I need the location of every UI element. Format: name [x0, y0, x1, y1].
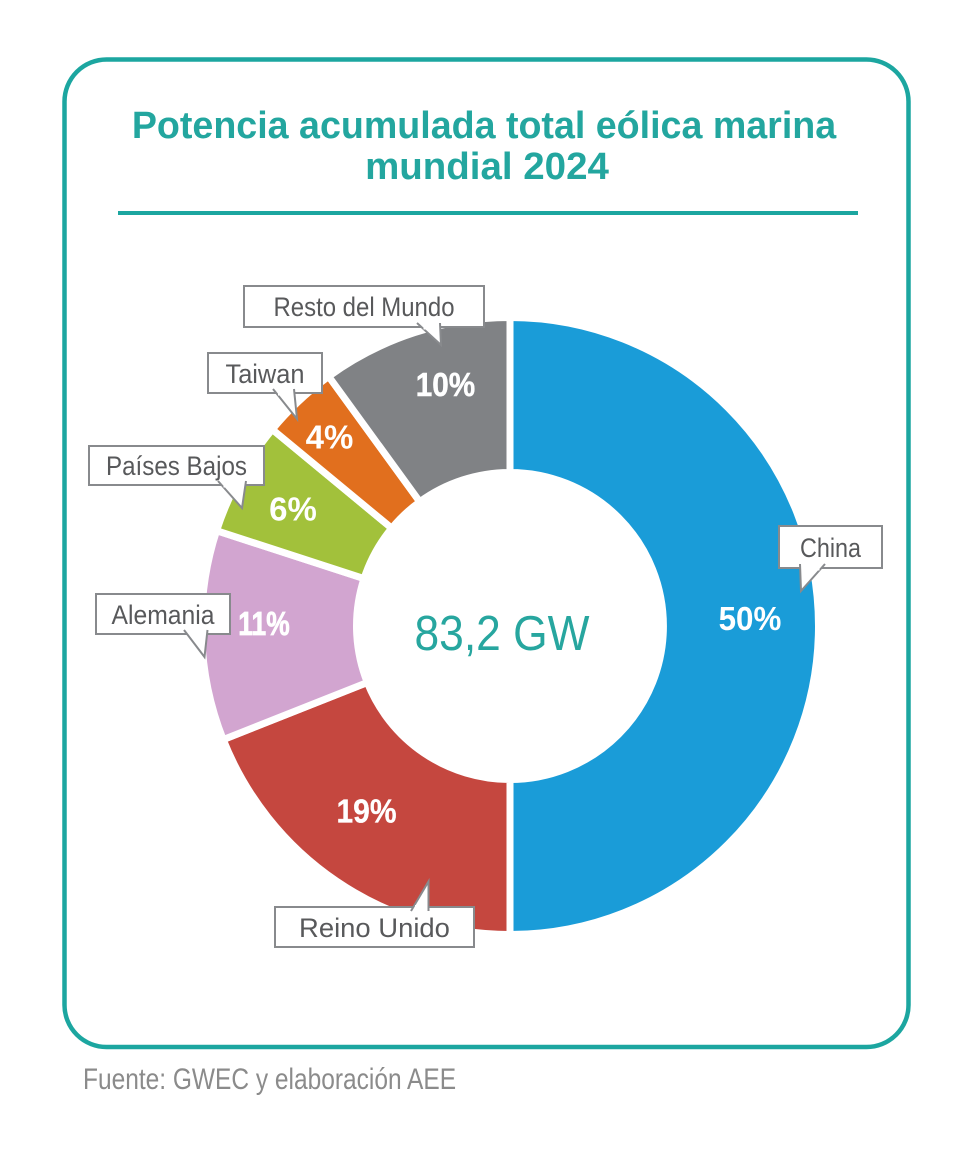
svg-text:83,2 GW: 83,2 GW: [415, 606, 590, 661]
svg-text:Potencia acumulada total eólic: Potencia acumulada total eólica marina: [132, 105, 837, 147]
svg-text:Resto del Mundo: Resto del Mundo: [273, 293, 454, 323]
svg-text:19%: 19%: [336, 792, 396, 830]
svg-text:10%: 10%: [416, 367, 476, 404]
svg-text:Reino Unido: Reino Unido: [299, 912, 450, 943]
svg-text:mundial 2024: mundial 2024: [365, 145, 610, 188]
svg-text:China: China: [800, 533, 862, 563]
svg-text:6%: 6%: [269, 491, 317, 528]
svg-text:4%: 4%: [306, 419, 354, 456]
svg-text:Fuente: GWEC y elaboración AEE: Fuente: GWEC y elaboración AEE: [83, 1062, 456, 1096]
svg-text:Taiwan: Taiwan: [226, 358, 305, 389]
svg-text:Alemania: Alemania: [112, 601, 216, 630]
svg-text:50%: 50%: [719, 600, 782, 637]
svg-text:Países Bajos: Países Bajos: [106, 452, 247, 482]
svg-text:11%: 11%: [238, 606, 289, 642]
